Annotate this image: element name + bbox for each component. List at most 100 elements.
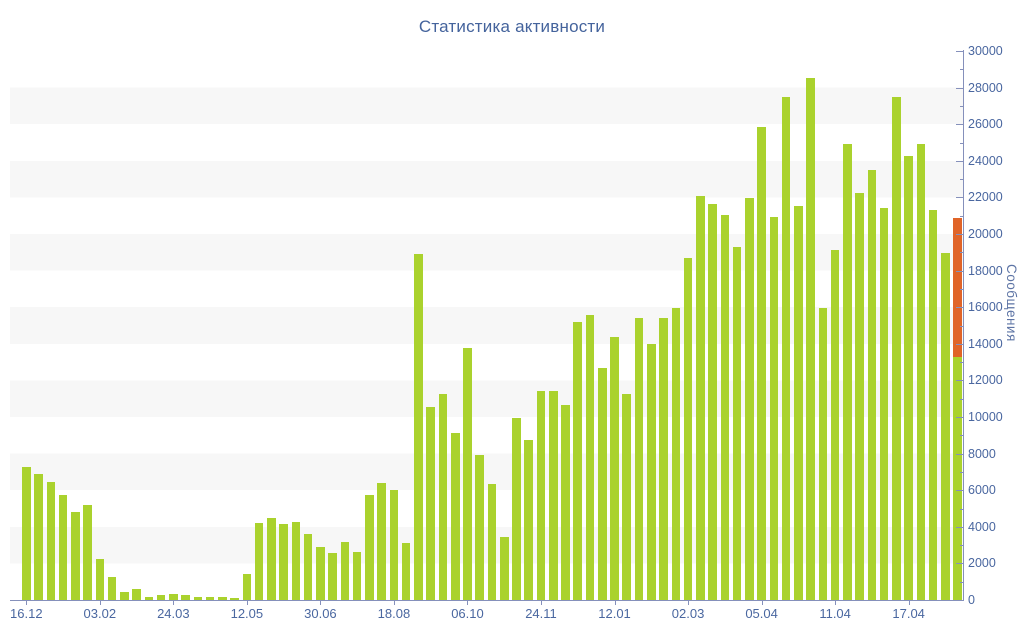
bar-week-55 (683, 258, 693, 600)
y-tick-label: 0 (968, 593, 975, 607)
y-major-tick (956, 87, 963, 89)
y-minor-tick (960, 179, 963, 181)
y-tick-label: 10000 (968, 410, 1003, 424)
x-tick (467, 600, 469, 605)
bar-week-34 (426, 406, 435, 600)
y-major-tick (956, 380, 963, 382)
y-major-tick (956, 124, 963, 126)
y-axis-line (963, 50, 964, 601)
y-axis-title: Сообщения (1004, 263, 1019, 342)
x-tick (246, 600, 248, 605)
y-major-tick (956, 490, 963, 492)
bar-week-29 (365, 494, 374, 600)
x-tick (835, 600, 837, 605)
y-major-tick (956, 343, 963, 345)
y-major-tick (956, 453, 963, 455)
bar-week-69 (855, 193, 864, 600)
bar-week-13 (169, 594, 178, 600)
x-tick (908, 600, 910, 605)
x-tick-label: 03.02 (83, 606, 117, 621)
x-tick-label: 16.12 (10, 606, 43, 621)
y-minor-tick (960, 545, 963, 547)
bar-week-1 (22, 467, 31, 600)
y-tick-label: 14000 (968, 336, 1003, 351)
x-axis-line (10, 600, 964, 601)
y-major-tick (956, 526, 963, 528)
x-tick (26, 600, 28, 605)
y-minor-tick (960, 215, 963, 217)
bar-week-6 (83, 505, 92, 600)
y-major-tick (956, 307, 963, 309)
bar-week-28 (352, 551, 362, 600)
bar-week-70 (867, 169, 877, 600)
bar-week-39 (487, 484, 497, 600)
x-tick (761, 600, 763, 605)
bar-week-74 (916, 143, 926, 600)
y-major-tick (956, 417, 963, 418)
bar-week-58 (720, 214, 730, 600)
bar-week-76 (941, 253, 950, 600)
bar-week-35 (438, 394, 448, 600)
y-tick-label: 24000 (968, 153, 1003, 168)
bar-week-63 (781, 97, 791, 600)
y-tick-label: 22000 (968, 190, 1003, 205)
bar-week-17 (218, 597, 227, 600)
chart-title: Статистика активности (418, 17, 606, 36)
bar-week-23 (291, 521, 301, 600)
y-minor-tick (960, 471, 963, 473)
y-minor-tick (960, 142, 963, 144)
bar-week-47 (585, 315, 595, 600)
bar-week-75 (928, 210, 938, 600)
y-tick-label: 2000 (968, 556, 996, 571)
bar-week-20 (254, 522, 264, 600)
y-tick-label: 20000 (968, 227, 1003, 241)
y-major-tick (956, 563, 963, 565)
bar-week-22 (279, 524, 288, 600)
y-minor-tick (960, 362, 963, 364)
bar-week-59 (732, 246, 742, 600)
bar-week-30 (377, 482, 386, 600)
bar-week-26 (328, 553, 337, 600)
bar-week-40 (499, 536, 509, 600)
x-tick (173, 600, 175, 605)
bar-week-60 (745, 197, 754, 600)
bar-week-2 (34, 474, 43, 600)
bar-week-48 (597, 367, 607, 600)
bar-week-16 (205, 596, 215, 600)
x-tick-label: 02.03 (671, 606, 705, 621)
bar-week-5 (71, 512, 80, 600)
bar-week-52 (647, 344, 656, 600)
x-tick-label: 06.10 (451, 606, 484, 621)
y-minor-tick (960, 325, 963, 327)
y-minor-tick (960, 105, 963, 107)
bar-week-12 (156, 595, 166, 600)
x-tick-label: 17.04 (892, 606, 925, 621)
x-tick (688, 600, 690, 605)
bar-week-14 (181, 595, 190, 600)
x-tick (320, 600, 322, 605)
bar-week-36 (450, 432, 460, 600)
bar-week-37 (463, 348, 472, 600)
bar-week-19 (242, 574, 252, 600)
bar-week-68 (843, 143, 852, 600)
bar-week-42 (524, 440, 534, 600)
bar-week-46 (573, 321, 583, 600)
bar-week-73 (904, 155, 913, 600)
y-minor-tick (960, 288, 963, 290)
x-tick (99, 600, 101, 605)
y-tick-label: 30000 (968, 44, 1003, 58)
x-tick-label: 24.03 (157, 606, 190, 621)
bar-week-18 (230, 598, 239, 600)
y-minor-tick (960, 252, 963, 254)
bar-week-25 (316, 547, 325, 600)
bar-week-41 (512, 418, 521, 600)
bar-week-43 (536, 390, 546, 600)
bar-week-49 (610, 336, 619, 600)
bar-week-21 (267, 518, 276, 600)
bar-week-62 (769, 216, 779, 600)
bar-week-10 (132, 589, 141, 600)
y-major-tick (956, 160, 963, 162)
x-tick (393, 600, 395, 605)
bar-week-3 (46, 481, 56, 600)
x-tick-label: 24.11 (525, 606, 557, 621)
